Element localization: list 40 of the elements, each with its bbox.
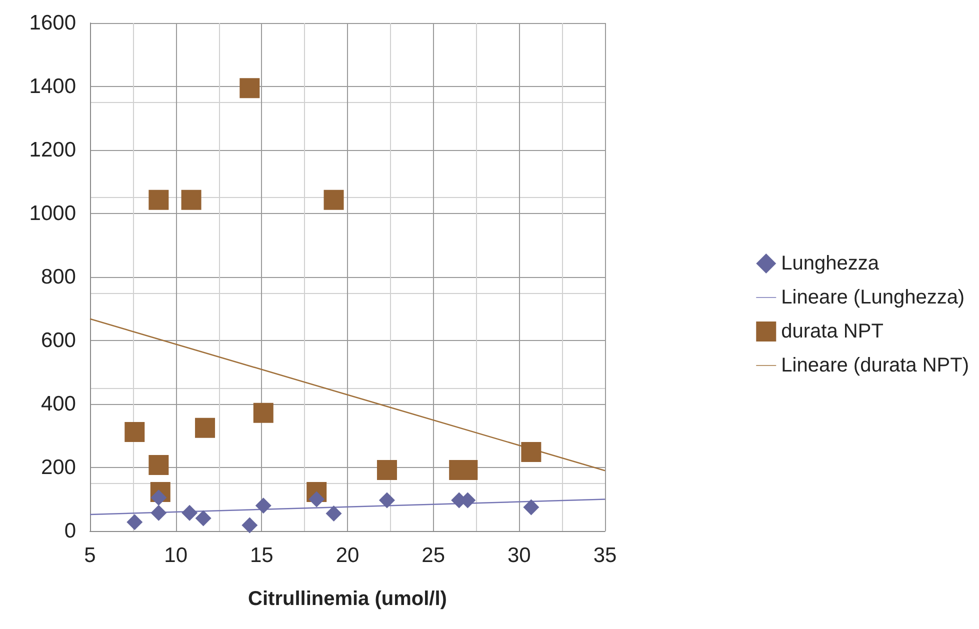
point [148, 454, 169, 475]
x-tick-label: 25 [422, 544, 446, 567]
y-tick-label: 1200 [29, 138, 76, 162]
x-tick-label: 30 [507, 544, 531, 567]
y-tick-label: 1000 [29, 202, 76, 225]
y-tick-label: 400 [40, 392, 76, 416]
x-tick-label: 15 [250, 544, 274, 567]
legend-label: durata NPT [781, 320, 884, 342]
point [150, 504, 167, 521]
x-axis-title: Citrullinemia (umol/l) [248, 588, 447, 610]
point [376, 460, 397, 480]
y-tick-label: 1600 [29, 12, 76, 34]
point [195, 510, 212, 526]
y-tick-label: 1400 [29, 75, 76, 98]
x-tick-label: 20 [336, 544, 360, 567]
x-tick-label: 10 [164, 544, 188, 567]
point [124, 422, 145, 442]
y-tick-label: 600 [40, 329, 76, 352]
point [253, 402, 274, 423]
x-tick-label: 5 [84, 544, 96, 567]
legend-label: Lineare (Lunghezza) [781, 286, 965, 308]
point [523, 499, 540, 516]
point [182, 504, 198, 521]
point [378, 492, 395, 508]
legend-label: Lineare (durata NPT) [781, 354, 970, 376]
point [255, 498, 272, 514]
point [126, 514, 143, 530]
point [521, 442, 542, 462]
point [148, 190, 169, 210]
x-tick-label: 35 [593, 544, 617, 567]
y-tick-label: 0 [64, 520, 76, 542]
y-tick-label: 800 [40, 266, 76, 288]
point [195, 418, 216, 438]
point [242, 517, 258, 534]
point [181, 190, 202, 210]
y-tick-label: 200 [40, 456, 76, 479]
point [326, 506, 342, 522]
point [240, 78, 260, 98]
legend-label: Lunghezza [781, 252, 880, 274]
point [324, 190, 344, 210]
